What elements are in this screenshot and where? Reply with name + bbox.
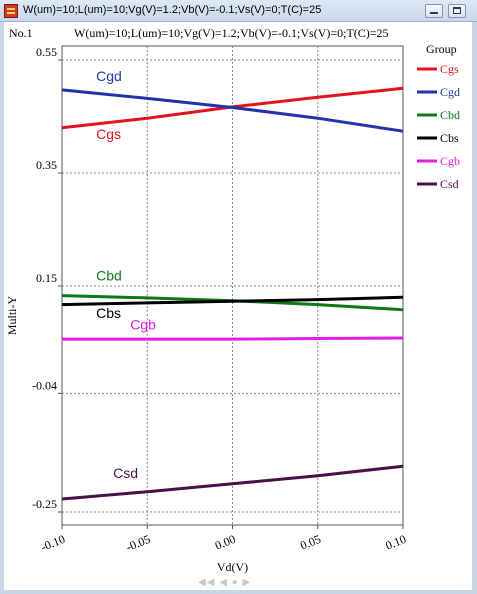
legend-title: Group [426,42,457,56]
legend-entry-cbs: Cbs [440,131,459,145]
minimize-button[interactable] [425,4,443,18]
chart-title: W(um)=10;L(um)=10;Vg(V)=1.2;Vb(V)=-0.1;V… [74,26,389,40]
series-line-cgb [62,336,404,341]
window-frame-left [0,22,4,594]
x-tick-label: -0.10 [39,532,67,554]
page-nav-controls[interactable]: ◀◀ ◀ ● ▶ [198,577,252,588]
series-label-cbs: Cbs [96,305,121,321]
y-tick-label: -0.25 [32,497,57,511]
panel-label: No.1 [9,26,33,40]
app-icon [4,4,18,18]
series-label-cgd: Cgd [96,68,122,84]
x-tick-label: -0.05 [124,532,152,554]
y-tick-label: -0.04 [32,378,57,392]
x-tick-label: 0.05 [298,532,323,553]
series-line-csd [61,464,404,501]
y-tick-label: 0.55 [36,45,57,59]
y-tick-label: 0.35 [36,158,57,172]
window-title: W(um)=10;L(um)=10;Vg(V)=1.2;Vb(V)=-0.1;V… [23,4,322,16]
window-frame-right [472,22,477,594]
legend-entry-cbd: Cbd [440,108,460,122]
series-label-csd: Csd [113,465,138,481]
window-titlebar: W(um)=10;L(um)=10;Vg(V)=1.2;Vb(V)=-0.1;V… [0,0,477,22]
series-line-cgd [61,88,404,133]
maximize-button[interactable] [448,4,466,18]
series-line-cbs [61,295,404,307]
x-tick-label: 0.10 [383,532,408,553]
window-frame-bottom [0,590,477,594]
series-label-cgb: Cgb [130,317,156,333]
legend-entry-csd: Csd [440,177,459,191]
legend-entry-cgs: Cgs [440,62,459,76]
series-label-cbd: Cbd [96,267,122,283]
legend-entry-cgd: Cgd [440,85,460,99]
y-axis-label: Multi-Y [5,296,19,336]
x-axis-label: Vd(V) [217,560,248,574]
series-label-cgs: Cgs [96,126,121,142]
x-tick-label: 0.00 [213,532,238,553]
y-tick-label: 0.15 [36,271,57,285]
legend-entry-cgb: Cgb [440,154,460,168]
